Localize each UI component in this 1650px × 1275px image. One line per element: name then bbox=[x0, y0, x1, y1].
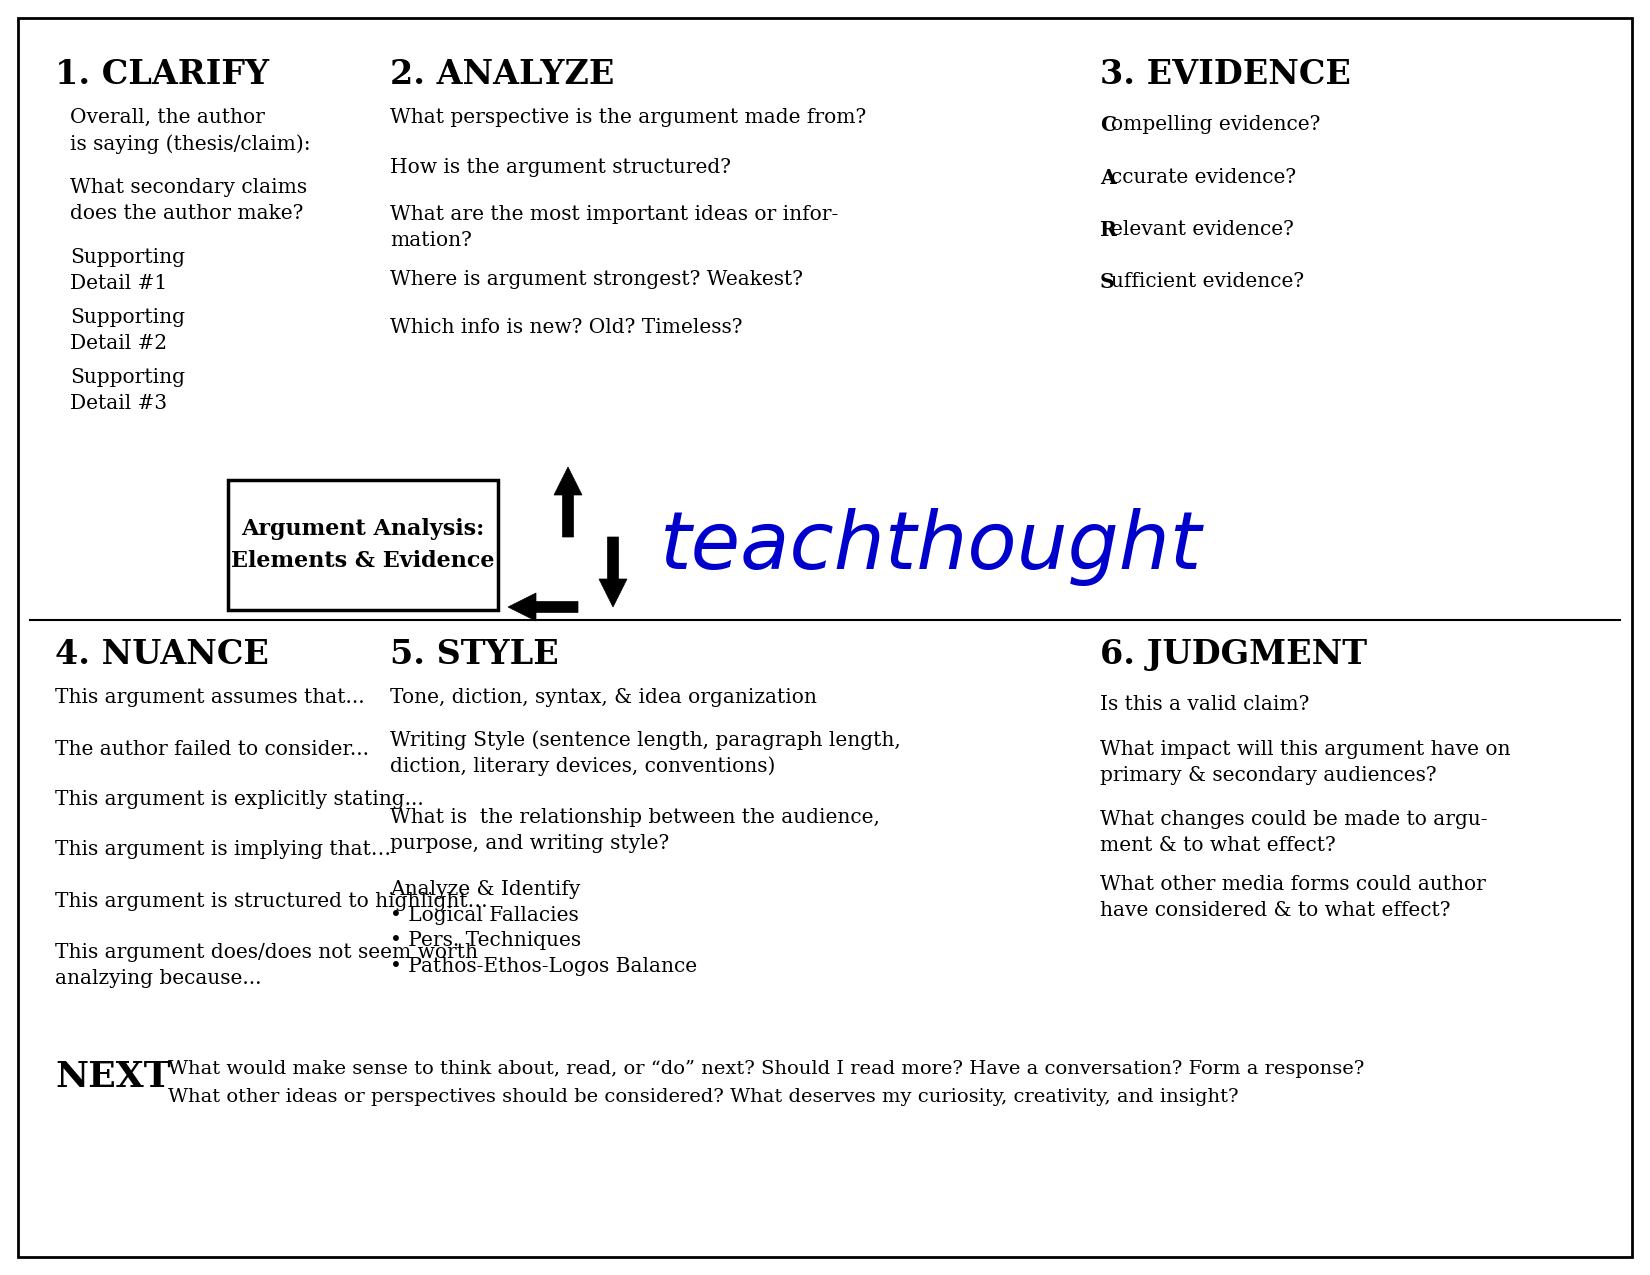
Text: Writing Style (sentence length, paragraph length,
diction, literary devices, con: Writing Style (sentence length, paragrap… bbox=[389, 731, 901, 776]
Text: ufficient evidence?: ufficient evidence? bbox=[1110, 272, 1304, 291]
Text: 3. EVIDENCE: 3. EVIDENCE bbox=[1101, 57, 1351, 91]
Text: A: A bbox=[1101, 168, 1115, 187]
Polygon shape bbox=[554, 467, 582, 537]
Text: C: C bbox=[1101, 115, 1115, 135]
Text: What is  the relationship between the audience,
purpose, and writing style?: What is the relationship between the aud… bbox=[389, 808, 879, 853]
Text: S: S bbox=[1101, 272, 1115, 292]
FancyBboxPatch shape bbox=[228, 479, 498, 609]
Text: What other media forms could author
have considered & to what effect?: What other media forms could author have… bbox=[1101, 875, 1487, 919]
Text: What secondary claims
does the author make?: What secondary claims does the author ma… bbox=[69, 179, 307, 223]
Text: 1. CLARIFY: 1. CLARIFY bbox=[54, 57, 269, 91]
Text: The author failed to consider...: The author failed to consider... bbox=[54, 740, 370, 759]
Text: NEXT: NEXT bbox=[54, 1060, 170, 1094]
Text: Supporting
Detail #1: Supporting Detail #1 bbox=[69, 249, 185, 293]
Text: What other ideas or perspectives should be considered? What deserves my curiosit: What other ideas or perspectives should … bbox=[168, 1088, 1239, 1105]
Text: How is the argument structured?: How is the argument structured? bbox=[389, 158, 731, 177]
Text: This argument is implying that…: This argument is implying that… bbox=[54, 840, 391, 859]
Text: Where is argument strongest? Weakest?: Where is argument strongest? Weakest? bbox=[389, 270, 804, 289]
Text: Supporting
Detail #3: Supporting Detail #3 bbox=[69, 368, 185, 413]
Text: elevant evidence?: elevant evidence? bbox=[1110, 221, 1294, 238]
Text: Analyze & Identify
• Logical Fallacies
• Pers. Techniques
• Pathos-Ethos-Logos B: Analyze & Identify • Logical Fallacies •… bbox=[389, 880, 696, 977]
Text: 4. NUANCE: 4. NUANCE bbox=[54, 638, 269, 671]
Text: Overall, the author
is saying (thesis/claim):: Overall, the author is saying (thesis/cl… bbox=[69, 108, 310, 154]
Text: Tone, diction, syntax, & idea organization: Tone, diction, syntax, & idea organizati… bbox=[389, 688, 817, 708]
Text: Argument Analysis:
Elements & Evidence: Argument Analysis: Elements & Evidence bbox=[231, 518, 495, 572]
Text: What impact will this argument have on
primary & secondary audiences?: What impact will this argument have on p… bbox=[1101, 740, 1510, 784]
Text: What changes could be made to argu-
ment & to what effect?: What changes could be made to argu- ment… bbox=[1101, 810, 1488, 854]
Text: ccurate evidence?: ccurate evidence? bbox=[1110, 168, 1297, 187]
Text: Which info is new? Old? Timeless?: Which info is new? Old? Timeless? bbox=[389, 317, 742, 337]
Text: 5. STYLE: 5. STYLE bbox=[389, 638, 559, 671]
Text: What would make sense to think about, read, or “do” next? Should I read more? Ha: What would make sense to think about, re… bbox=[168, 1060, 1365, 1077]
Text: What are the most important ideas or infor-
mation?: What are the most important ideas or inf… bbox=[389, 205, 838, 250]
Text: This argument assumes that...: This argument assumes that... bbox=[54, 688, 365, 708]
Text: ompelling evidence?: ompelling evidence? bbox=[1110, 115, 1320, 134]
Text: 6. JUDGMENT: 6. JUDGMENT bbox=[1101, 638, 1368, 671]
Text: This argument is explicitly stating...: This argument is explicitly stating... bbox=[54, 790, 424, 810]
Text: This argument is structured to highlight…: This argument is structured to highlight… bbox=[54, 892, 488, 912]
Polygon shape bbox=[599, 537, 627, 607]
Text: teachthought: teachthought bbox=[660, 507, 1203, 586]
Text: R: R bbox=[1101, 221, 1117, 240]
Text: Supporting
Detail #2: Supporting Detail #2 bbox=[69, 309, 185, 353]
Text: Is this a valid claim?: Is this a valid claim? bbox=[1101, 695, 1310, 714]
Text: 2. ANALYZE: 2. ANALYZE bbox=[389, 57, 614, 91]
Polygon shape bbox=[508, 593, 578, 621]
Text: This argument does/does not seem worth
analzying because...: This argument does/does not seem worth a… bbox=[54, 944, 478, 988]
Text: What perspective is the argument made from?: What perspective is the argument made fr… bbox=[389, 108, 866, 128]
